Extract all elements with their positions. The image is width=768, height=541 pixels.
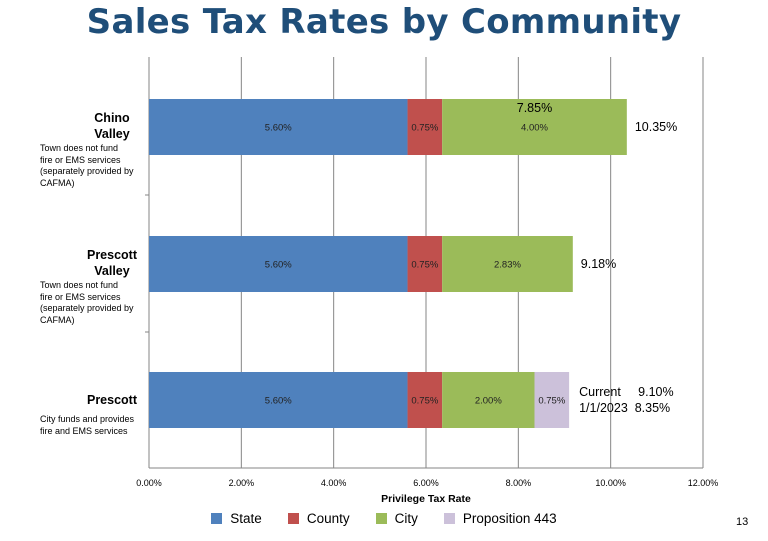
category-name: Prescott bbox=[70, 392, 154, 408]
bar-city bbox=[442, 372, 535, 428]
bar-state bbox=[149, 99, 408, 155]
legend-label: State bbox=[230, 511, 262, 526]
legend-label: Proposition 443 bbox=[462, 511, 557, 526]
category-note-line: CAFMA) bbox=[40, 314, 75, 325]
bar-county bbox=[407, 236, 443, 292]
legend-swatch bbox=[375, 513, 387, 524]
category-note: City funds and provides fire and EMS serv… bbox=[40, 414, 134, 437]
total-label: Current 9.10% bbox=[579, 385, 674, 399]
data-label: 4.00% bbox=[521, 123, 548, 134]
x-tick-label: 12.00% bbox=[688, 478, 719, 488]
data-label: 0.75% bbox=[411, 396, 438, 407]
data-label: 0.75% bbox=[411, 123, 438, 134]
total-label: 1/1/2023 8.35% bbox=[579, 401, 670, 415]
category-note-line: fire or EMS services bbox=[40, 154, 121, 165]
x-tick-label: 4.00% bbox=[321, 478, 347, 488]
bar-proposition-443 bbox=[534, 372, 570, 428]
legend-item: State bbox=[211, 511, 262, 526]
category-note-line: CAFMA) bbox=[40, 177, 75, 188]
chart-title: Sales Tax Rates by Community bbox=[86, 2, 682, 42]
legend-label: City bbox=[394, 511, 418, 526]
legend-item: County bbox=[287, 511, 350, 526]
data-label: 2.83% bbox=[494, 260, 521, 271]
category-name-line: Chino bbox=[94, 111, 130, 125]
bar-state bbox=[149, 236, 408, 292]
total-label: 10.35% bbox=[635, 120, 677, 134]
category-name-line: Valley bbox=[94, 264, 130, 278]
total-label: 9.18% bbox=[581, 257, 616, 271]
bar-state bbox=[149, 372, 408, 428]
bar-city bbox=[442, 99, 627, 155]
data-label: 0.75% bbox=[411, 260, 438, 271]
data-label: 2.00% bbox=[475, 396, 502, 407]
legend-swatch bbox=[443, 513, 455, 524]
category-note: Town does not fund fire or EMS services (s… bbox=[40, 143, 134, 189]
bar-county bbox=[407, 99, 443, 155]
legend-item: City bbox=[375, 511, 418, 526]
x-tick-label: 2.00% bbox=[229, 478, 255, 488]
bar-city bbox=[442, 236, 573, 292]
x-axis-label: Privilege Tax Rate bbox=[381, 493, 471, 505]
category-note-line: City funds and provides bbox=[40, 414, 135, 424]
category-note-line: fire or EMS services bbox=[40, 291, 121, 302]
x-tick-label: 6.00% bbox=[413, 478, 439, 488]
category-name: Chino Valley bbox=[70, 110, 154, 142]
category-note-line: (separately provided by bbox=[40, 303, 134, 313]
annotation-label: 7.85% bbox=[517, 101, 552, 115]
data-label: 5.60% bbox=[265, 396, 292, 407]
legend-item: Proposition 443 bbox=[443, 511, 557, 526]
bar-county bbox=[407, 372, 443, 428]
data-label: 5.60% bbox=[265, 123, 292, 134]
category-note-line: Town does not fund bbox=[40, 280, 119, 290]
category-note-line: fire and EMS services bbox=[40, 425, 128, 436]
x-tick-label: 0.00% bbox=[136, 478, 162, 488]
category-note-line: (separately provided by bbox=[40, 166, 134, 176]
category-name-line: Prescott bbox=[86, 393, 138, 407]
x-tick-label: 8.00% bbox=[506, 478, 532, 488]
category-name-line: Prescott bbox=[86, 248, 138, 262]
data-label: 0.75% bbox=[538, 396, 565, 407]
x-tick-label: 10.00% bbox=[595, 478, 626, 488]
legend-label: County bbox=[306, 511, 350, 526]
category-note: Town does not fund fire or EMS services (s… bbox=[40, 280, 134, 326]
legend-swatch bbox=[287, 513, 299, 524]
page-number: 13 bbox=[736, 516, 749, 528]
legend: State County City Proposition 443 bbox=[0, 511, 768, 526]
category-note-line: Town does not fund bbox=[40, 143, 119, 153]
data-label: 5.60% bbox=[265, 260, 292, 271]
category-name-line: Valley bbox=[94, 127, 130, 141]
legend-swatch bbox=[211, 513, 223, 524]
category-name: Prescott Valley bbox=[70, 247, 154, 279]
